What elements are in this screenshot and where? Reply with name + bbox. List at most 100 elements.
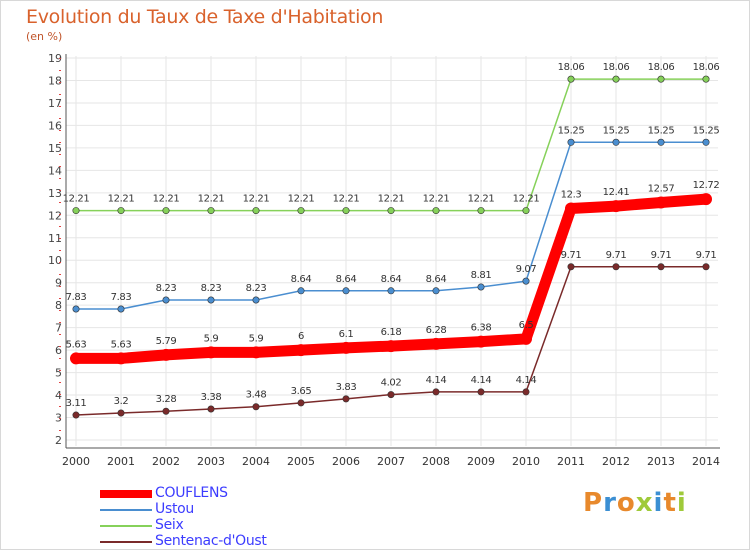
point-seix bbox=[612, 75, 620, 83]
data-label-ustou: 7.83 bbox=[111, 292, 132, 303]
point-couflens bbox=[520, 332, 532, 345]
point-couflens bbox=[70, 352, 82, 365]
logo-letter: i bbox=[676, 488, 687, 518]
data-label-seix: 18.06 bbox=[693, 62, 720, 73]
point-ustou bbox=[387, 287, 395, 295]
point-seix bbox=[477, 207, 485, 215]
data-label-sentenac-d-oust: 9.71 bbox=[696, 250, 717, 261]
x-tick-label: 2007 bbox=[377, 455, 405, 468]
y-tick-label: 19 bbox=[48, 52, 62, 65]
y-tick-label: 5 bbox=[55, 367, 62, 380]
data-label-seix: 12.21 bbox=[63, 194, 90, 205]
data-label-couflens: 6.18 bbox=[381, 327, 402, 338]
legend-swatch-seix bbox=[100, 525, 152, 527]
data-label-couflens: 6.5 bbox=[519, 320, 534, 331]
data-label-ustou: 8.23 bbox=[201, 283, 222, 294]
point-seix bbox=[207, 207, 215, 215]
y-tick-label: 12 bbox=[48, 209, 62, 222]
point-sentenac-d-oust bbox=[432, 388, 440, 396]
legend-swatch-sentenac bbox=[100, 541, 152, 543]
y-tick-label: 3 bbox=[55, 412, 62, 425]
point-ustou bbox=[162, 296, 170, 304]
data-label-couflens: 5.63 bbox=[66, 339, 87, 350]
point-couflens bbox=[385, 340, 397, 353]
data-label-couflens: 12.41 bbox=[603, 187, 630, 198]
data-label-ustou: 8.64 bbox=[291, 274, 312, 285]
data-label-seix: 18.06 bbox=[648, 62, 675, 73]
point-ustou bbox=[207, 296, 215, 304]
point-seix bbox=[657, 75, 665, 83]
data-label-couflens: 5.9 bbox=[204, 333, 219, 344]
legend-label-sentenac: Sentenac-d'Oust bbox=[155, 533, 267, 549]
legend-label-seix: Seix bbox=[155, 517, 184, 533]
data-label-ustou: 8.64 bbox=[426, 274, 447, 285]
data-label-ustou: 15.25 bbox=[693, 125, 720, 136]
point-couflens bbox=[250, 346, 262, 359]
data-label-couflens: 6 bbox=[298, 331, 304, 342]
data-label-ustou: 15.25 bbox=[603, 125, 630, 136]
data-label-couflens: 12.3 bbox=[561, 190, 582, 201]
point-ustou bbox=[477, 283, 485, 291]
point-sentenac-d-oust bbox=[252, 403, 260, 411]
point-ustou bbox=[432, 287, 440, 295]
y-tick-label: 18 bbox=[48, 74, 62, 87]
point-ustou bbox=[72, 305, 80, 313]
legend-swatch-ustou bbox=[100, 509, 152, 511]
legend-label-ustou: Ustou bbox=[155, 501, 194, 517]
data-label-seix: 12.21 bbox=[153, 194, 180, 205]
data-label-seix: 12.21 bbox=[288, 194, 315, 205]
point-seix bbox=[702, 75, 710, 83]
data-label-couflens: 5.79 bbox=[156, 336, 177, 347]
point-ustou bbox=[612, 138, 620, 146]
data-label-ustou: 8.23 bbox=[246, 283, 267, 294]
y-tick-label: 9 bbox=[55, 277, 62, 290]
x-tick-label: 2001 bbox=[107, 455, 135, 468]
y-tick-label: 10 bbox=[48, 254, 62, 267]
point-sentenac-d-oust bbox=[387, 391, 395, 399]
x-tick-label: 2011 bbox=[557, 455, 585, 468]
point-seix bbox=[117, 207, 125, 215]
data-label-ustou: 15.25 bbox=[648, 125, 675, 136]
data-label-ustou: 8.81 bbox=[471, 270, 492, 281]
logo-letter: r bbox=[603, 488, 617, 518]
data-label-couflens: 5.63 bbox=[111, 339, 132, 350]
data-label-sentenac-d-oust: 3.11 bbox=[66, 398, 87, 409]
data-label-ustou: 8.23 bbox=[156, 283, 177, 294]
point-ustou bbox=[297, 287, 305, 295]
y-tick-label: 6 bbox=[55, 344, 62, 357]
data-label-seix: 18.06 bbox=[603, 62, 630, 73]
data-label-sentenac-d-oust: 9.71 bbox=[561, 250, 582, 261]
point-seix bbox=[72, 207, 80, 215]
data-label-couflens: 12.57 bbox=[648, 183, 675, 194]
point-sentenac-d-oust bbox=[297, 399, 305, 407]
axis-layer: 2 3 4 5 6 7 8 9 10 11 12 13 14 15 16 17 18 19 2000 2001 2002… bbox=[48, 52, 720, 468]
point-ustou bbox=[702, 138, 710, 146]
point-sentenac-d-oust bbox=[207, 405, 215, 413]
data-label-sentenac-d-oust: 4.14 bbox=[471, 375, 492, 386]
point-couflens bbox=[610, 200, 622, 213]
data-label-sentenac-d-oust: 3.65 bbox=[291, 386, 312, 397]
data-label-ustou: 8.64 bbox=[381, 274, 402, 285]
x-tick-label: 2003 bbox=[197, 455, 225, 468]
data-label-ustou: 9.07 bbox=[516, 264, 537, 275]
point-sentenac-d-oust bbox=[72, 411, 80, 419]
point-seix bbox=[522, 207, 530, 215]
data-label-couflens: 5.9 bbox=[249, 333, 264, 344]
point-couflens bbox=[700, 193, 712, 206]
point-ustou bbox=[342, 287, 350, 295]
point-couflens bbox=[115, 352, 127, 365]
logo-letter: o bbox=[616, 488, 636, 518]
x-tick-label: 2013 bbox=[647, 455, 675, 468]
x-tick-label: 2004 bbox=[242, 455, 270, 468]
data-label-seix: 12.21 bbox=[378, 194, 405, 205]
point-ustou bbox=[567, 138, 575, 146]
data-label-sentenac-d-oust: 9.71 bbox=[606, 250, 627, 261]
x-tick-label: 2005 bbox=[287, 455, 315, 468]
point-couflens bbox=[205, 346, 217, 359]
logo-letter: P bbox=[583, 488, 604, 518]
point-seix bbox=[297, 207, 305, 215]
y-axis-unit-label: (en %) bbox=[26, 30, 63, 43]
data-label-seix: 12.21 bbox=[198, 194, 225, 205]
data-label-sentenac-d-oust: 9.71 bbox=[651, 250, 672, 261]
y-tick-label: 4 bbox=[55, 389, 62, 402]
